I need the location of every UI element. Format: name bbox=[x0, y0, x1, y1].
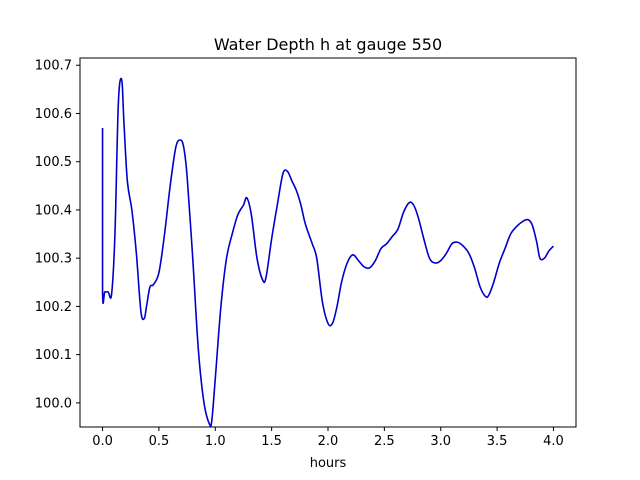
x-tick-label: 3.0 bbox=[430, 434, 451, 449]
x-tick-label: 0.0 bbox=[92, 434, 113, 449]
y-tick-label: 100.0 bbox=[35, 396, 72, 411]
y-tick-label: 100.5 bbox=[35, 155, 72, 170]
x-tick-label: 2.5 bbox=[374, 434, 395, 449]
chart-title: Water Depth h at gauge 550 bbox=[214, 35, 442, 54]
x-tick-label: 4.0 bbox=[543, 434, 564, 449]
y-tick-label: 100.1 bbox=[35, 348, 72, 363]
y-tick-label: 100.2 bbox=[35, 300, 72, 315]
x-tick-label: 1.5 bbox=[261, 434, 282, 449]
series-layer bbox=[101, 77, 555, 428]
y-tick-label: 100.6 bbox=[35, 107, 72, 122]
x-axis-label: hours bbox=[310, 456, 347, 471]
plot-frame bbox=[79, 57, 577, 428]
x-tick-label: 0.5 bbox=[149, 434, 170, 449]
x-tick-label: 1.0 bbox=[205, 434, 226, 449]
x-tick-label: 2.0 bbox=[318, 434, 339, 449]
y-tick-label: 100.4 bbox=[35, 203, 72, 218]
series-line bbox=[101, 77, 555, 428]
y-tick-label: 100.7 bbox=[35, 59, 72, 74]
y-axis: 100.0 100.1 100.2 100.3 100.4 100.5 100.6 100.7 bbox=[35, 59, 80, 411]
x-axis: 0.0 0.5 1.0 1.5 2.0 2.5 3.0 3.5 4.0 bbox=[92, 427, 564, 449]
x-tick-label: 3.5 bbox=[487, 434, 508, 449]
plot-area bbox=[79, 57, 577, 428]
y-tick-label: 100.3 bbox=[35, 252, 72, 267]
